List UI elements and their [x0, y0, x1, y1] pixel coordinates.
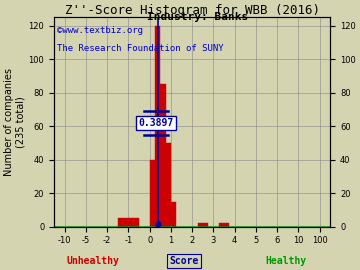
Bar — [155, 26, 160, 227]
Bar — [160, 84, 166, 227]
Text: Healthy: Healthy — [266, 256, 307, 266]
Text: Score: Score — [169, 256, 199, 266]
Bar — [171, 202, 176, 227]
Text: Industry: Banks: Industry: Banks — [147, 12, 249, 22]
Bar — [198, 223, 208, 227]
Bar — [118, 218, 139, 227]
Text: 0.3897: 0.3897 — [139, 118, 174, 128]
Text: The Research Foundation of SUNY: The Research Foundation of SUNY — [57, 44, 224, 53]
Bar — [166, 143, 171, 227]
Text: Unhealthy: Unhealthy — [66, 256, 119, 266]
Bar — [150, 160, 155, 227]
Title: Z''-Score Histogram for WBB (2016): Z''-Score Histogram for WBB (2016) — [65, 4, 320, 17]
Bar — [219, 223, 229, 227]
Y-axis label: Number of companies
(235 total): Number of companies (235 total) — [4, 68, 26, 176]
Text: ©www.textbiz.org: ©www.textbiz.org — [57, 26, 143, 35]
